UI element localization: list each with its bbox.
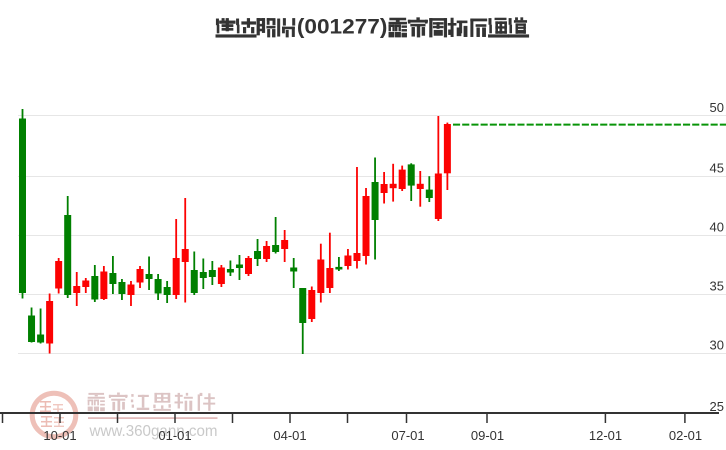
- svg-text:07-01: 07-01: [391, 428, 424, 443]
- svg-text:09-01: 09-01: [471, 428, 504, 443]
- svg-text:www.360gann.com: www.360gann.com: [89, 423, 218, 440]
- svg-text:40: 40: [710, 220, 724, 235]
- svg-text:02-01: 02-01: [669, 428, 702, 443]
- svg-text:(001277): (001277): [297, 15, 388, 39]
- svg-text:25: 25: [710, 399, 724, 414]
- svg-text:12-01: 12-01: [589, 428, 622, 443]
- svg-text:50: 50: [710, 100, 724, 115]
- svg-text:30: 30: [710, 338, 724, 353]
- svg-text:45: 45: [710, 161, 724, 176]
- svg-text:35: 35: [710, 279, 724, 294]
- svg-text:04-01: 04-01: [273, 428, 306, 443]
- svg-text:10-01: 10-01: [43, 428, 76, 443]
- svg-text:01-01: 01-01: [158, 428, 191, 443]
